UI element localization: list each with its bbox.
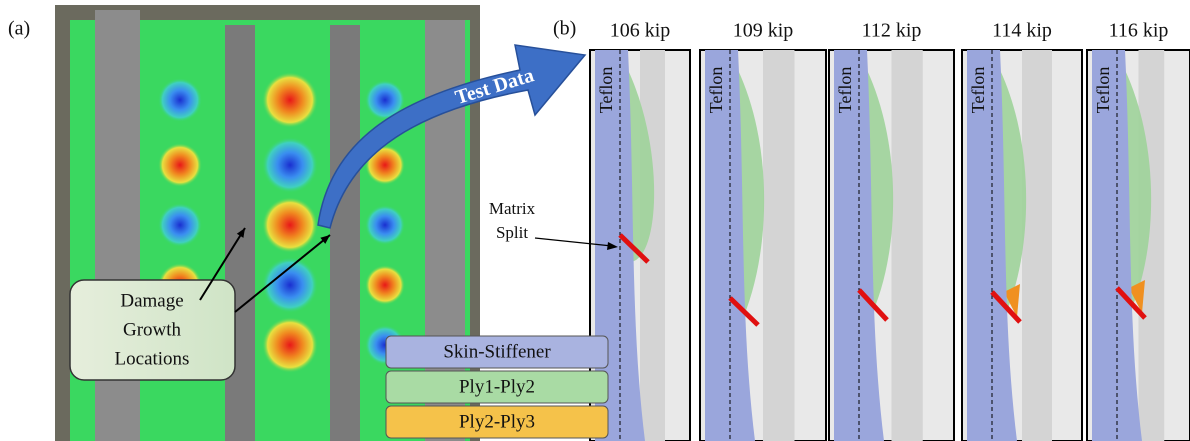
legend-label: Skin-Stiffener <box>443 341 551 362</box>
load-label: 114 kip <box>992 20 1052 42</box>
contour <box>262 257 318 313</box>
figure: (a)(b)Test Data106 kipTeflon109 kipTeflo… <box>0 0 1190 441</box>
load-label: 106 kip <box>610 20 671 42</box>
gray-band <box>1022 50 1052 441</box>
legend-label: Ply1-Ply2 <box>459 376 535 397</box>
contour <box>365 265 405 305</box>
callout-text: Locations <box>115 348 190 369</box>
panel-label: (a) <box>8 18 30 40</box>
contour <box>158 78 202 122</box>
contour <box>262 317 318 373</box>
gray-band <box>763 50 795 441</box>
callout-text: Growth <box>123 319 182 340</box>
teflon-label: Teflon <box>596 67 616 114</box>
legend-label: Ply2-Ply3 <box>459 411 535 432</box>
annotation: Split <box>496 223 528 242</box>
contour <box>365 205 405 245</box>
teflon-label: Teflon <box>968 67 988 114</box>
callout-text: Damage <box>120 290 183 311</box>
contour <box>158 143 202 187</box>
contour <box>262 137 318 193</box>
panel-label: (b) <box>553 18 576 40</box>
contour <box>262 197 318 253</box>
contour <box>262 72 318 128</box>
load-label: 112 kip <box>862 20 922 42</box>
load-label: 116 kip <box>1109 20 1169 42</box>
annotation: Matrix <box>489 199 536 218</box>
gray-band <box>892 50 923 441</box>
load-label: 109 kip <box>733 20 794 42</box>
teflon-label: Teflon <box>835 67 855 114</box>
teflon-label: Teflon <box>1093 67 1113 114</box>
contour <box>158 203 202 247</box>
teflon-label: Teflon <box>706 67 726 114</box>
